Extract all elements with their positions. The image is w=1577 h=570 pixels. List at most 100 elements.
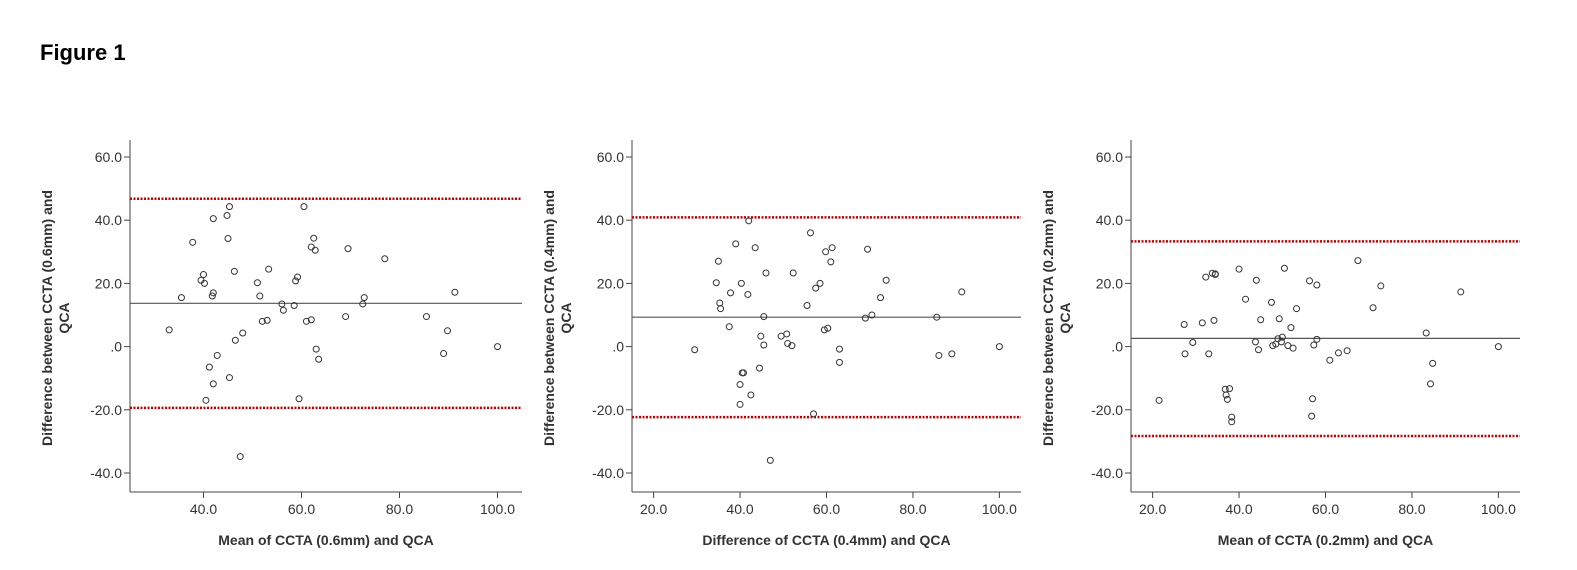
data-point [311,246,319,254]
data-point [760,313,768,321]
data-point [861,314,869,322]
data-point [1255,346,1263,354]
x-tick-label: 100.0 [1481,501,1516,517]
data-point [877,294,885,302]
data-point [1205,350,1213,358]
y-axis-label-line: Difference between CCTA (0.2mm) and [1040,190,1056,446]
data-point [1306,277,1314,285]
data-point [422,313,430,321]
data-point [788,342,796,350]
data-point [933,313,941,321]
data-point [1422,329,1430,337]
data-point [1289,344,1297,352]
y-axis-label-line: QCA [558,302,574,333]
data-point [253,279,261,287]
x-tick-label: 40.0 [726,501,753,517]
y-tick-label: 40.0 [597,212,624,228]
data-point [1228,413,1236,421]
data-point [691,346,699,354]
data-point [1251,338,1259,346]
data-point [1252,276,1260,284]
y-axis-label-line: Difference between CCTA (0.6mm) and [39,190,55,446]
data-point [725,323,733,331]
x-axis-label: Mean of CCTA (0.2mm) and QCA [1218,532,1433,548]
data-point [256,292,264,300]
data-point [1275,315,1283,323]
data-point [835,345,843,353]
data-point [279,306,287,314]
data-point [208,292,216,300]
data-point [1313,281,1321,289]
figure-title: Figure 1 [40,40,126,65]
data-point [716,299,724,307]
data-point [1427,380,1435,388]
data-point [224,235,232,243]
y-axis-label: Difference between CCTA (0.4mm) andQCA [541,190,574,446]
y-tick-label: 40.0 [1096,212,1123,228]
data-point [1228,418,1236,426]
data-point [1278,333,1286,341]
x-tick-label: 80.0 [386,501,413,517]
data-point [995,343,1003,351]
data-point [1211,271,1219,279]
data-point [1242,295,1250,303]
data-point [342,313,350,321]
data-point [1343,347,1351,355]
data-point [835,358,843,366]
data-point [312,345,320,353]
data-point [1354,257,1362,265]
x-tick-label: 40.0 [1225,501,1252,517]
y-tick-label: -40.0 [592,465,624,481]
data-point [810,410,818,418]
data-point [265,265,273,273]
chart-1: 60.0 40.0 20.0 .0 -20.0 -40.0 40.0 60.0 80.0 100.… [39,140,522,548]
y-tick-label: .0 [110,339,122,355]
data-point [292,277,300,285]
y-tick-label: 60.0 [1096,149,1123,165]
data-point [1308,412,1316,420]
data-point [1277,338,1285,346]
data-point [1226,385,1234,393]
data-point [756,364,764,372]
data-point [1189,338,1197,346]
x-tick-label: 20.0 [1139,501,1166,517]
data-point [1235,265,1243,273]
y-axis-label: Difference between CCTA (0.6mm) andQCA [39,190,72,446]
data-point [359,300,367,308]
y-axis-label-line: Difference between CCTA (0.4mm) and [541,190,557,446]
data-point [717,305,725,313]
data-point [209,215,217,223]
data-point [1202,273,1210,281]
data-point [868,311,876,319]
data-point [230,267,238,275]
y-tick-label: 20.0 [597,275,624,291]
data-point [1198,319,1206,327]
data-point [1181,350,1189,358]
y-tick-label: 60.0 [597,149,624,165]
data-point [290,302,298,310]
data-point [777,332,785,340]
y-tick-label: 20.0 [95,275,122,291]
data-point [747,391,755,399]
data-point [751,244,759,252]
data-point [736,381,744,389]
data-point [344,245,352,253]
y-tick-label: -20.0 [90,402,122,418]
data-point [1180,320,1188,328]
data-point [225,374,233,382]
data-point [1293,305,1301,313]
data-point [1287,324,1295,332]
y-tick-label: .0 [1111,339,1123,355]
data-point [784,339,792,347]
data-point [165,326,173,334]
y-tick-label: 20.0 [1096,275,1123,291]
data-point [727,289,735,297]
y-tick-label: -40.0 [1091,465,1123,481]
y-tick-label: 40.0 [95,212,122,228]
data-point [828,244,836,252]
data-point [1369,304,1377,312]
data-point [803,302,811,310]
y-tick-label: 60.0 [95,149,122,165]
x-tick-label: 20.0 [640,501,667,517]
